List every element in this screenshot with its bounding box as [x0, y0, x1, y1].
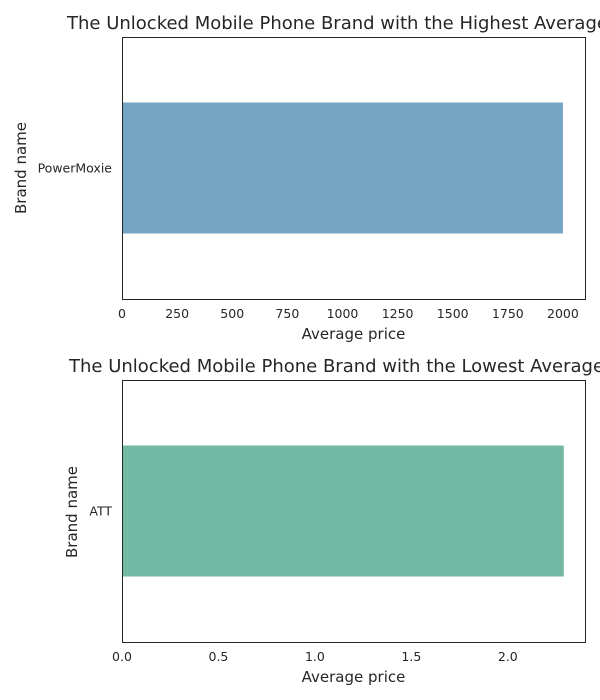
plot-frame — [122, 380, 586, 643]
y-axis-label: Brand name — [12, 122, 30, 214]
x-tick-label: 0 — [118, 306, 126, 321]
x-tick-label: 1250 — [382, 306, 414, 321]
x-tick-label: 1500 — [437, 306, 469, 321]
x-tick-label: 500 — [220, 306, 244, 321]
x-tick-label: 1.0 — [305, 649, 325, 664]
plot-frame — [122, 37, 586, 300]
chart-lowest-average-price: The Unlocked Mobile Phone Brand with the… — [63, 356, 600, 686]
x-tick-label: 0.5 — [209, 649, 229, 664]
x-tick-label: 0.0 — [112, 649, 132, 664]
x-tick-label: 1.5 — [401, 649, 421, 664]
y-tick-label: ATT — [89, 504, 112, 519]
bar — [122, 102, 563, 234]
x-tick-label: 1000 — [327, 306, 359, 321]
x-axis-label: Average price — [302, 325, 406, 343]
y-tick-label: PowerMoxie — [38, 161, 113, 176]
y-axis-label: Brand name — [63, 466, 81, 558]
bar — [122, 445, 564, 577]
x-tick-label: 2.0 — [498, 649, 518, 664]
x-tick-label: 1750 — [492, 306, 524, 321]
x-tick-label: 250 — [165, 306, 189, 321]
x-tick-label: 750 — [275, 306, 299, 321]
x-tick-label: 2000 — [547, 306, 579, 321]
chart-title: The Unlocked Mobile Phone Brand with the… — [68, 356, 600, 377]
chart-title: The Unlocked Mobile Phone Brand with the… — [66, 13, 600, 34]
chart-highest-average-price: The Unlocked Mobile Phone Brand with the… — [12, 13, 600, 343]
x-axis-label: Average price — [302, 668, 406, 686]
